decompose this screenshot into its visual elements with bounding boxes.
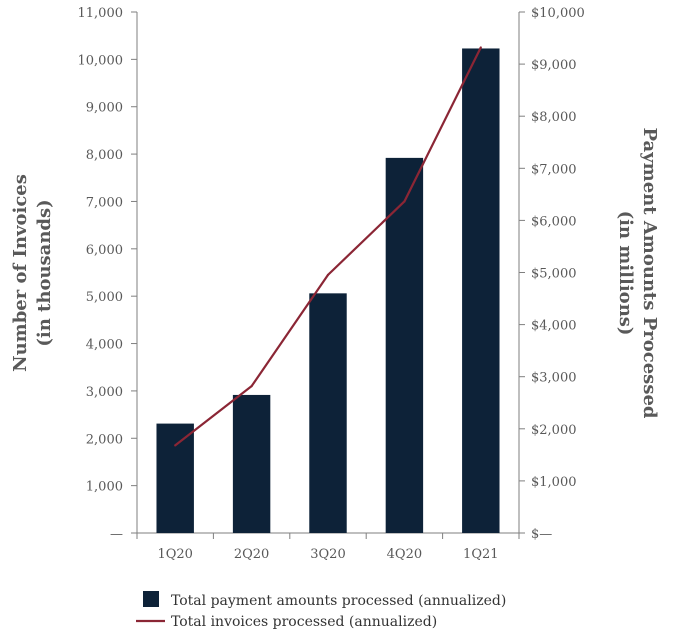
left-tick-label-11: 11,000 [78,6,124,21]
x-tick-label-1: 2Q20 [234,547,269,562]
bar-1Q20 [156,423,194,533]
bar-4Q20 [385,157,424,533]
right-tick-label-6: $6,000 [531,214,577,229]
invoices-point-1Q21 [479,46,482,49]
legend: Total payment amounts processed (annuali… [136,591,506,630]
bar-2Q20 [232,394,271,533]
right-axis-title-line1: Payment Amounts Processed [639,128,660,419]
left-tick-label-3: 3,000 [86,385,123,400]
left-tick-label-2: 2,000 [86,432,123,447]
left-tick-label-0: — [110,527,123,542]
invoices-point-4Q20 [403,200,406,203]
left-tick-label-7: 7,000 [86,195,123,210]
left-tick-label-4: 4,000 [86,338,123,353]
left-tick-label-1: 1,000 [86,480,123,495]
x-axis: 1Q20 2Q20 3Q20 4Q20 1Q21 [136,532,520,562]
right-tick-label-5: $5,000 [531,267,577,282]
right-tick-label-7: $7,000 [531,162,577,177]
left-tick-label-8: 8,000 [86,148,123,163]
right-tick-label-9: $9,000 [531,58,577,73]
right-tick-label-0: $— [531,527,552,542]
right-tick-label-2: $2,000 [531,423,577,438]
left-y-axis: — 1,000 2,000 3,000 4,000 5,000 6,000 7,000 8,00… [78,6,138,542]
left-tick-label-10: 10,000 [78,53,124,68]
left-tick-label-5: 5,000 [86,290,123,305]
bar-series [156,48,500,533]
left-axis-title-line2: (in thousands) [34,199,55,346]
legend-swatch-payments [143,591,159,607]
invoices-point-1Q20 [174,444,177,447]
right-y-axis: $— $1,000 $2,000 $3,000 $4,000 $5,000 $6,000 $7… [518,6,585,542]
right-tick-label-4: $4,000 [531,319,577,334]
left-tick-label-6: 6,000 [86,243,123,258]
bar-3Q20 [309,293,347,533]
invoices-point-3Q20 [326,273,330,276]
x-tick-label-0: 1Q20 [157,547,192,562]
left-tick-label-9: 9,000 [86,101,123,116]
left-axis-title-line1: Number of Invoices [10,174,31,372]
x-tick-label-4: 1Q21 [463,547,498,562]
right-tick-label-3: $3,000 [531,371,577,386]
x-tick-label-3: 4Q20 [387,547,422,562]
right-tick-label-1: $1,000 [531,475,577,490]
bar-1Q21 [462,48,500,533]
invoices-point-2Q20 [250,385,253,388]
x-tick-label-2: 3Q20 [310,547,345,562]
legend-label-invoices: Total invoices processed (annualized) [171,614,437,630]
right-tick-label-10: $10,000 [531,6,585,21]
legend-label-payments: Total payment amounts processed (annuali… [171,593,506,609]
right-tick-label-8: $8,000 [531,110,577,125]
right-axis-title-line2: (in millions) [615,211,636,336]
line-series [174,46,482,447]
